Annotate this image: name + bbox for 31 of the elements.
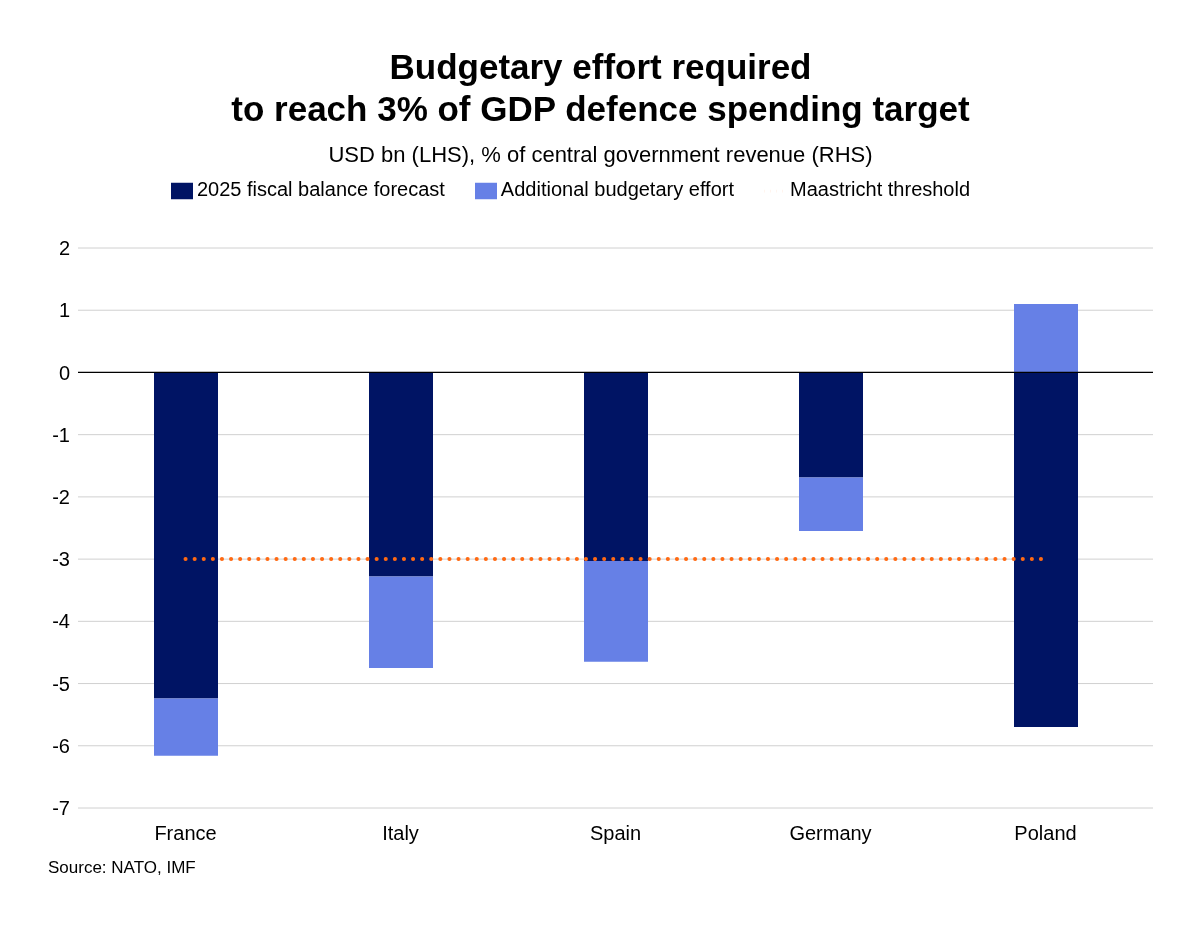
y-tick-label: -6: [52, 734, 70, 757]
legend-label: Maastricht threshold: [789, 178, 971, 200]
x-tick-label: Germany: [789, 822, 872, 845]
y-tick-label: 2: [58, 237, 70, 260]
source-note: Source: NATO, IMF: [48, 858, 197, 878]
bar: [154, 698, 218, 756]
x-tick-label: Italy: [382, 822, 419, 845]
x-tick-label: Poland: [1014, 822, 1077, 845]
x-tick-label: Spain: [589, 822, 642, 845]
y-tick-label: 1: [58, 299, 70, 322]
bar: [369, 372, 433, 577]
legend-label: Additional budgetary effort: [500, 178, 734, 200]
y-tick-label: -1: [52, 423, 70, 446]
bar: [584, 560, 648, 662]
x-tick-label: France: [154, 822, 217, 845]
bar: [799, 477, 863, 532]
bar: [799, 372, 863, 478]
y-tick-label: -5: [52, 672, 70, 695]
y-tick-label: -4: [52, 610, 70, 633]
y-tick-label: -3: [52, 548, 70, 571]
y-tick-label: -7: [52, 797, 70, 820]
chart-subtitle: USD bn (LHS), % of central government revenue (RHS): [327, 142, 874, 168]
bar: [1014, 372, 1078, 728]
legend-label: 2025 fiscal balance forecast: [196, 178, 445, 200]
bar: [369, 576, 433, 668]
bar: [154, 372, 218, 699]
y-tick-label: 0: [58, 361, 70, 384]
chart-title: Budgetary effort required to reach 3% of GDP defence spending target: [230, 46, 971, 130]
y-tick-label: -2: [52, 485, 70, 508]
bar: [1014, 304, 1078, 373]
bar: [584, 372, 648, 561]
